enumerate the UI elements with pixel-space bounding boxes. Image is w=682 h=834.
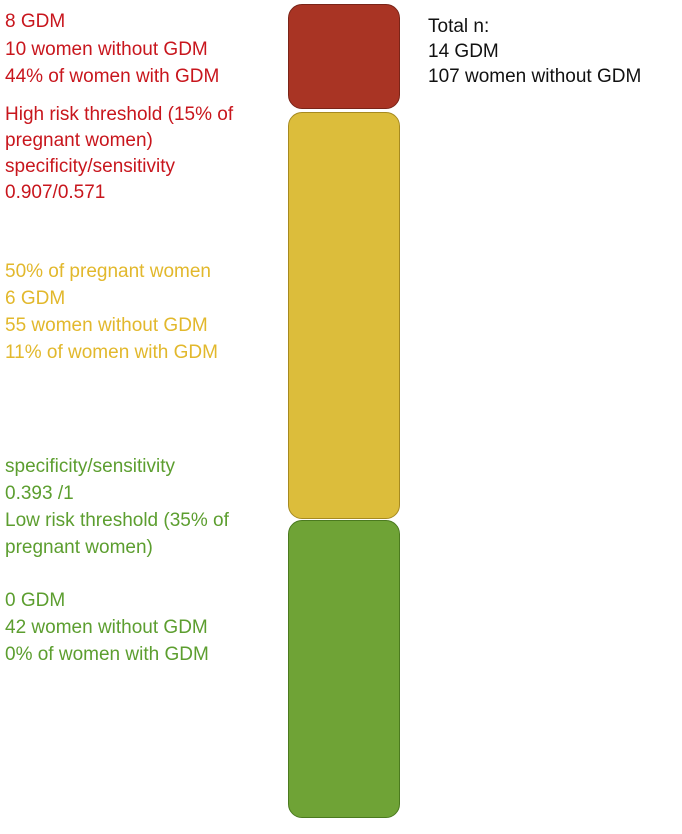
text-line: 44% of women with GDM [5, 66, 220, 87]
medium-risk-box [288, 112, 400, 519]
text-line: pregnant women) [5, 537, 153, 558]
text-line: Low risk threshold (35% of [5, 510, 229, 531]
text-line: High risk threshold (15% of [5, 104, 234, 125]
text-line: 0% of women with GDM [5, 644, 209, 665]
text-line: specificity/sensitivity [5, 456, 175, 477]
text-line: specificity/sensitivity [5, 156, 175, 177]
text-line: 0.907/0.571 [5, 182, 106, 203]
text-line: 0 GDM [5, 590, 66, 611]
text-line: 8 GDM [5, 11, 66, 32]
text-line: 50% of pregnant women [5, 261, 211, 282]
text-line: 14 GDM [428, 41, 499, 62]
total-text: Total n: 14 GDM 107 women without GDM [428, 14, 641, 89]
high-risk-threshold: High risk threshold (15% of pregnant wome… [5, 102, 233, 206]
low-risk-threshold: specificity/sensitivity 0.393 /1 Low risk … [5, 453, 229, 561]
medium-risk-counts: 50% of pregnant women 6 GDM 55 women witho… [5, 258, 218, 366]
text-line: 6 GDM [5, 288, 66, 309]
text-line: 42 women without GDM [5, 617, 208, 638]
text-line: 55 women without GDM [5, 315, 208, 336]
text-line: Total n: [428, 16, 490, 37]
text-line: 10 women without GDM [5, 38, 208, 60]
text-line: 11% of women with GDM [5, 342, 218, 363]
low-risk-box [288, 520, 400, 818]
text-line: 0.393 /1 [5, 483, 74, 504]
high-risk-counts: 8 GDM 10 women without GDM 44% of women wi… [5, 8, 219, 91]
low-risk-counts: 0 GDM 42 women without GDM 0% of women wit… [5, 587, 209, 668]
text-line: pregnant women) [5, 130, 153, 151]
text-line: 107 women without GDM [428, 66, 642, 87]
high-risk-box [288, 4, 400, 109]
